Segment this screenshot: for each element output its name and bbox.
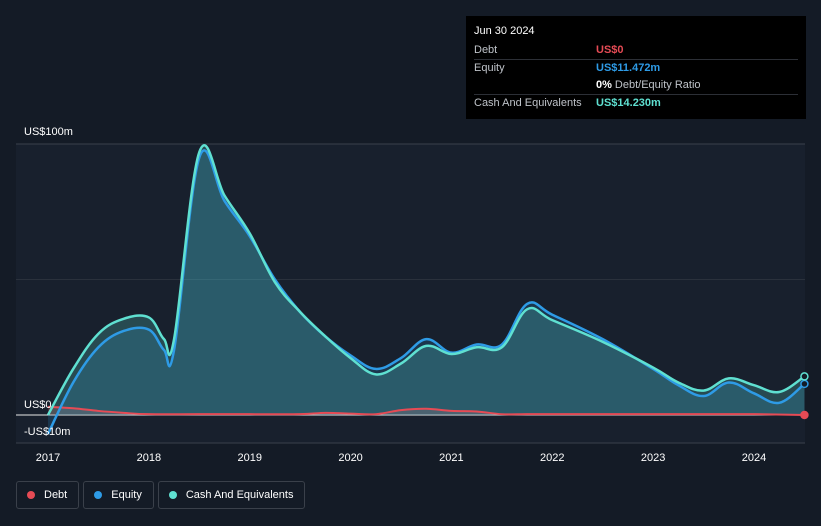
- debt-marker: [800, 410, 809, 420]
- debt-area: [48, 406, 805, 415]
- chart-legend: Debt Equity Cash And Equivalents: [16, 481, 309, 511]
- tooltip-row-cash: Cash And Equivalents US$14.230m: [474, 94, 798, 112]
- legend-item-equity[interactable]: Equity: [83, 481, 154, 509]
- tooltip-label: Debt: [474, 44, 498, 56]
- x-tick-label: 2020: [338, 452, 362, 464]
- tooltip-label: Cash And Equivalents: [474, 97, 582, 109]
- legend-dot-icon: [27, 491, 35, 499]
- legend-label: Debt: [44, 489, 68, 501]
- legend-item-debt[interactable]: Debt: [16, 481, 80, 509]
- tooltip-date: Jun 30 2024: [474, 25, 535, 37]
- y-tick-label: US$0: [24, 399, 52, 411]
- x-tick-label: 2018: [137, 452, 161, 464]
- legend-item-cash[interactable]: Cash And Equivalents: [157, 481, 306, 509]
- tooltip-value: US$14.230m: [596, 97, 661, 109]
- legend-dot-icon: [94, 491, 103, 499]
- plot-highlight-region: [16, 144, 805, 443]
- x-tick-label: 2019: [237, 452, 261, 464]
- debt-line: [47, 405, 805, 416]
- equity-marker: [800, 379, 809, 389]
- series-markers: [800, 372, 809, 420]
- equity-line: [46, 149, 806, 435]
- x-axis-ticks: 2017 2018 2019 2020 2021 2022 2023 2024: [36, 452, 766, 464]
- y-axis-ticks: US$100m US$0 -US$10m: [24, 126, 73, 438]
- legend-dot-icon: [168, 491, 177, 499]
- cash-marker: [800, 372, 809, 381]
- x-tick-label: 2023: [641, 452, 665, 464]
- x-tick-label: 2024: [742, 452, 766, 464]
- tooltip-value: US$11.472m: [596, 62, 661, 74]
- equity-area: [48, 150, 805, 434]
- x-tick-label: 2022: [540, 452, 564, 464]
- tooltip-row-ratio: 0% Debt/Equity Ratio: [474, 77, 798, 94]
- tooltip-row-debt: Debt US$0: [474, 42, 798, 59]
- tooltip-ratio-group: 0% Debt/Equity Ratio: [596, 77, 701, 94]
- y-tick-label: US$100m: [24, 126, 73, 138]
- tooltip-label: Equity: [474, 62, 505, 74]
- tooltip-label: [474, 77, 596, 94]
- tooltip-panel: Jun 30 2024 Debt US$0 Equity US$11.472m …: [466, 16, 806, 119]
- cash-area: [48, 145, 805, 415]
- area-fills: [48, 145, 805, 434]
- tooltip-value: 0%: [596, 79, 612, 91]
- legend-label: Equity: [111, 489, 142, 501]
- series-lines: [46, 144, 806, 435]
- cash-line: [46, 144, 806, 416]
- tooltip-value: US$0: [596, 44, 624, 56]
- x-tick-label: 2021: [439, 452, 463, 464]
- legend-label: Cash And Equivalents: [185, 489, 294, 501]
- tooltip-ratio-label: Debt/Equity Ratio: [614, 79, 701, 91]
- x-tick-label: 2017: [36, 452, 60, 464]
- y-tick-label: -US$10m: [24, 426, 70, 438]
- tooltip-row-equity: Equity US$11.472m: [474, 59, 798, 77]
